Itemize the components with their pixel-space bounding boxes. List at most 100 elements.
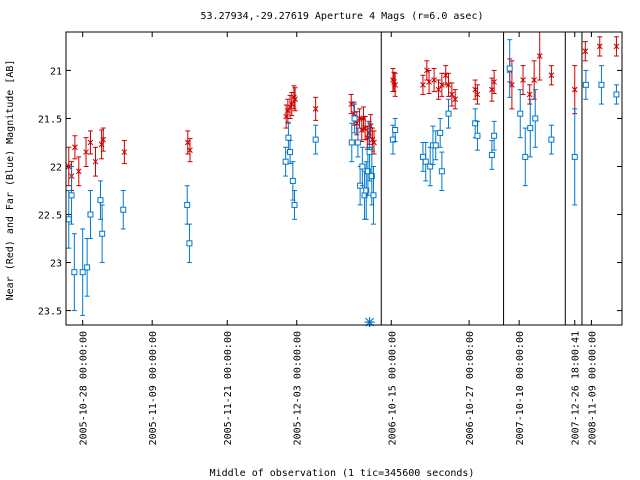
- far-mag-point: [506, 39, 513, 98]
- x-tick-label: 2007-12-26 18:00:41: [571, 331, 582, 445]
- far-mag-point: [527, 98, 534, 158]
- x-marker: [83, 149, 89, 156]
- far-mag-point: [548, 124, 555, 155]
- far-mag-point: [438, 151, 445, 192]
- x-marker: [426, 78, 432, 85]
- far-mag-point: [351, 103, 358, 134]
- far-mag-point: [392, 117, 399, 143]
- square-marker: [582, 81, 589, 88]
- far-mag-point: [491, 120, 498, 151]
- near-mag-point: [100, 127, 107, 152]
- far-mag-point: [359, 146, 366, 187]
- near-mag-point: [439, 72, 445, 97]
- y-axis: 21 21.5 22 22.5 23 23.5: [38, 66, 622, 318]
- square-marker: [184, 201, 191, 208]
- near-mag-point: [536, 31, 543, 81]
- square-marker: [474, 132, 481, 139]
- near-mag-point: [435, 79, 442, 100]
- near-mag-point: [121, 140, 128, 165]
- x-marker: [92, 158, 99, 165]
- x-marker: [509, 81, 515, 88]
- near-mag-point: [184, 130, 191, 155]
- x-marker: [312, 105, 319, 112]
- x-marker: [431, 77, 437, 84]
- x-marker: [520, 77, 526, 84]
- x-marker: [613, 43, 620, 50]
- far-mag-point: [312, 124, 319, 155]
- x-marker: [392, 81, 399, 88]
- far-mag-point: [184, 185, 191, 225]
- y-tick-label: 21.5: [38, 114, 62, 125]
- far-mag-point: [186, 223, 193, 264]
- near-mag-point: [571, 65, 578, 115]
- y-tick-label: 21: [50, 66, 62, 77]
- near-mag-point: [452, 89, 459, 110]
- far-mag-point: [79, 228, 86, 316]
- far-mag-point: [87, 190, 94, 240]
- near-mag-point: [292, 87, 298, 112]
- chart-title: 53.27934,-29.27619 Aperture 4 Mags (r=6.…: [201, 11, 484, 22]
- square-marker: [97, 197, 104, 204]
- far-mag-point: [120, 190, 127, 230]
- x-marker: [100, 136, 107, 143]
- square-marker: [532, 115, 539, 122]
- x-tick-label: 2007-10-10 00:00:00: [515, 331, 526, 445]
- square-marker: [437, 129, 444, 136]
- far-mag-point: [474, 120, 481, 151]
- near-mag-point: [288, 92, 295, 117]
- x-marker: [536, 53, 543, 60]
- near-mag-point: [420, 74, 426, 95]
- y-tick-label: 23.5: [38, 307, 62, 318]
- square-marker: [368, 173, 375, 180]
- far-mag-point: [598, 65, 605, 105]
- far-mag-point: [68, 165, 75, 225]
- x-marker: [72, 144, 78, 151]
- square-marker: [438, 168, 445, 175]
- square-marker: [392, 126, 399, 133]
- x-marker: [439, 81, 445, 88]
- square-marker: [491, 132, 498, 139]
- square-marker: [370, 192, 377, 199]
- x-tick-label: 2008-11-09 00:00:00: [587, 331, 598, 445]
- near-mag-point: [474, 84, 481, 105]
- square-marker: [312, 136, 319, 143]
- square-marker: [422, 158, 429, 165]
- square-marker: [99, 230, 106, 237]
- square-marker: [71, 269, 78, 276]
- square-marker: [364, 168, 371, 175]
- square-marker: [291, 201, 298, 208]
- near-mag-point: [312, 96, 319, 121]
- far-mag-point: [354, 127, 361, 158]
- square-marker: [289, 177, 296, 184]
- x-marker: [596, 43, 603, 50]
- near-mag-point: [348, 93, 355, 115]
- near-mag-point: [489, 77, 495, 102]
- x-marker: [526, 91, 533, 98]
- far-mag-point: [422, 141, 429, 182]
- near-mag-point: [548, 65, 555, 86]
- near-mag-point: [65, 146, 72, 187]
- near-mag-point: [491, 69, 497, 94]
- x-marker: [548, 72, 555, 79]
- square-marker: [359, 163, 366, 170]
- near-mag-point: [92, 146, 99, 177]
- far-mag-point: [522, 127, 529, 187]
- square-marker: [571, 153, 578, 160]
- square-marker: [84, 264, 91, 271]
- square-marker: [522, 153, 529, 160]
- square-marker: [363, 187, 370, 194]
- square-marker: [445, 110, 452, 117]
- square-marker: [432, 142, 439, 149]
- near-mag-point: [526, 84, 533, 105]
- far-mag-point: [445, 98, 452, 129]
- near-mag-point: [87, 130, 94, 155]
- x-tick-label: 2005-11-21 00:00:00: [223, 331, 234, 445]
- x-marker: [472, 86, 479, 93]
- square-marker: [79, 269, 86, 276]
- square-marker: [87, 211, 94, 218]
- far-mag-point: [571, 108, 578, 206]
- far-mag-point: [282, 146, 289, 177]
- square-marker: [548, 136, 555, 143]
- near-mag-point: [75, 156, 82, 187]
